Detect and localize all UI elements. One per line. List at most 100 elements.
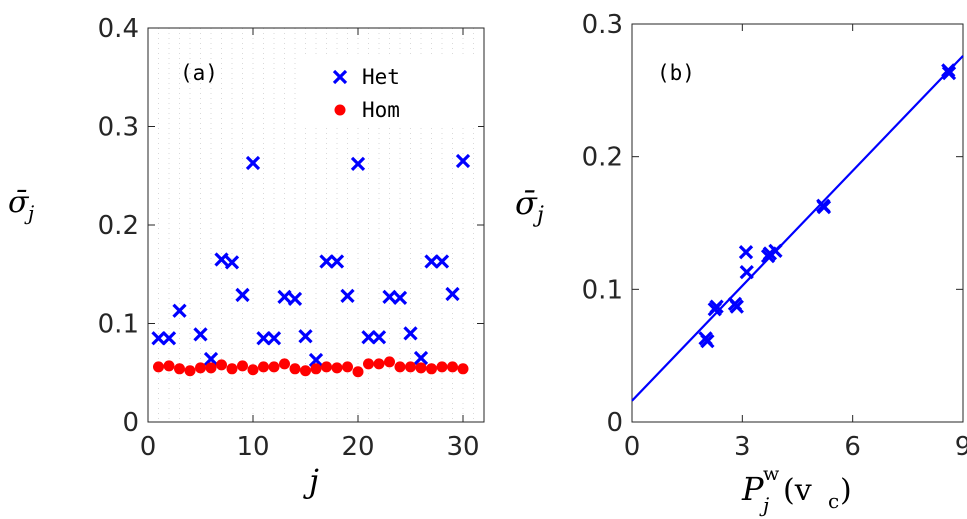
data-point-hom	[153, 361, 164, 373]
data-point-het	[739, 264, 754, 280]
data-point-het	[203, 351, 219, 367]
data-point-het	[709, 299, 724, 314]
data-point-hom	[384, 356, 395, 368]
data-point-het	[319, 254, 334, 269]
data-point-het	[403, 326, 418, 341]
panel-a: 0 10 20 30 0 0.1 0.2 0.3 0.4 (a) Het Hom σ̄ j j	[8, 14, 485, 500]
data-point-hom	[195, 362, 206, 374]
legend-label-hom: Hom	[362, 98, 400, 122]
x-axis-label-b-close: )	[840, 473, 852, 508]
data-point-het	[424, 254, 439, 269]
data-point-hom	[237, 360, 248, 372]
legend-box	[298, 56, 478, 128]
data-point-het	[172, 303, 187, 318]
panel-label-a: (a)	[180, 61, 218, 85]
marks-b	[631, 55, 964, 402]
data-point-hom	[394, 361, 406, 373]
data-point-hom	[363, 358, 374, 370]
data-point-hom	[300, 365, 311, 377]
data-point-het	[245, 155, 261, 171]
data-point-hom	[436, 361, 448, 373]
data-point-hom	[342, 361, 353, 373]
x-tick-label: 3	[734, 432, 751, 462]
data-point-het	[434, 254, 450, 269]
data-point-het	[361, 330, 376, 345]
data-point-het	[193, 327, 208, 342]
data-point-het	[161, 331, 177, 346]
y-tick-label: 0.2	[98, 211, 139, 241]
data-point-hom	[174, 363, 185, 375]
x-tick-label: 0	[140, 432, 157, 462]
data-point-het	[738, 245, 754, 260]
data-point-hom	[163, 360, 175, 372]
data-point-hom	[426, 363, 437, 375]
y-tick-label: 0.2	[582, 143, 623, 173]
axes-box-b	[631, 23, 964, 423]
data-point-hom	[279, 358, 290, 370]
data-point-het	[445, 286, 460, 302]
legend-marker-hom	[334, 104, 346, 116]
ticks-a: 0 10 20 30 0 0.1 0.2 0.3 0.4	[98, 14, 484, 462]
data-point-hom	[321, 361, 332, 373]
data-point-het	[768, 243, 783, 258]
x-tick-label: 0	[624, 432, 641, 462]
data-point-hom	[457, 363, 469, 375]
data-point-het	[700, 333, 715, 349]
data-point-hom	[310, 363, 322, 375]
fit-line	[631, 55, 964, 402]
ticks-b: 0 3 6 9 0 0.1 0.2 0.3	[582, 10, 967, 462]
legend-marker-het	[332, 69, 348, 85]
y-axis-label-b-base: σ̄	[515, 184, 538, 222]
x-axis-label-b-argsub: c	[828, 489, 839, 513]
y-tick-label: 0.4	[98, 14, 139, 44]
y-tick-label: 0.3	[98, 113, 139, 143]
data-point-hom	[258, 361, 269, 373]
data-point-hom	[216, 359, 227, 371]
data-point-hom	[289, 363, 301, 375]
y-tick-label: 0	[606, 408, 623, 438]
data-point-hom	[268, 361, 280, 373]
x-axis-label-b-arg: (v	[783, 473, 812, 508]
data-point-hom	[205, 362, 217, 374]
y-tick-label: 0.1	[582, 275, 623, 305]
data-point-het	[266, 331, 282, 346]
data-point-het	[455, 153, 471, 169]
data-point-het	[413, 350, 429, 366]
x-tick-label: 10	[236, 432, 269, 462]
x-tick-label: 30	[446, 432, 479, 462]
data-point-hom	[331, 362, 343, 374]
y-tick-label: 0	[122, 408, 139, 438]
data-point-het	[224, 255, 240, 270]
y-tick-label: 0.1	[98, 310, 139, 340]
data-point-het	[214, 252, 229, 267]
y-axis-label-a-sub: j	[24, 201, 34, 225]
legend-a: Het Hom	[298, 56, 478, 128]
y-axis-label-b: σ̄ j	[515, 184, 544, 228]
x-axis-label-b-sup: w	[763, 463, 780, 485]
data-point-het	[298, 329, 313, 344]
x-tick-label: 20	[341, 432, 374, 462]
data-point-het	[256, 331, 271, 346]
data-point-hom	[226, 363, 238, 375]
data-point-het	[350, 156, 366, 172]
data-point-hom	[184, 365, 196, 377]
data-point-het	[151, 331, 166, 346]
x-axis-label-b-base: P	[741, 470, 764, 508]
marks-a	[151, 153, 471, 378]
data-point-het	[277, 289, 292, 305]
data-point-het	[371, 330, 387, 345]
data-point-hom	[373, 358, 385, 370]
x-tick-label: 6	[844, 432, 861, 462]
x-axis-label-b: P w j (v c )	[741, 463, 852, 517]
data-point-het	[816, 199, 832, 215]
data-point-hom	[247, 364, 259, 376]
legend-label-het: Het	[362, 65, 400, 89]
data-point-het	[340, 288, 355, 304]
y-axis-label-a-base: σ̄	[8, 185, 30, 220]
data-point-het	[941, 65, 957, 81]
data-point-hom	[352, 366, 364, 378]
plot-area-b	[632, 24, 963, 422]
data-point-hom	[405, 361, 416, 373]
x-axis-label-a: j	[303, 462, 319, 500]
